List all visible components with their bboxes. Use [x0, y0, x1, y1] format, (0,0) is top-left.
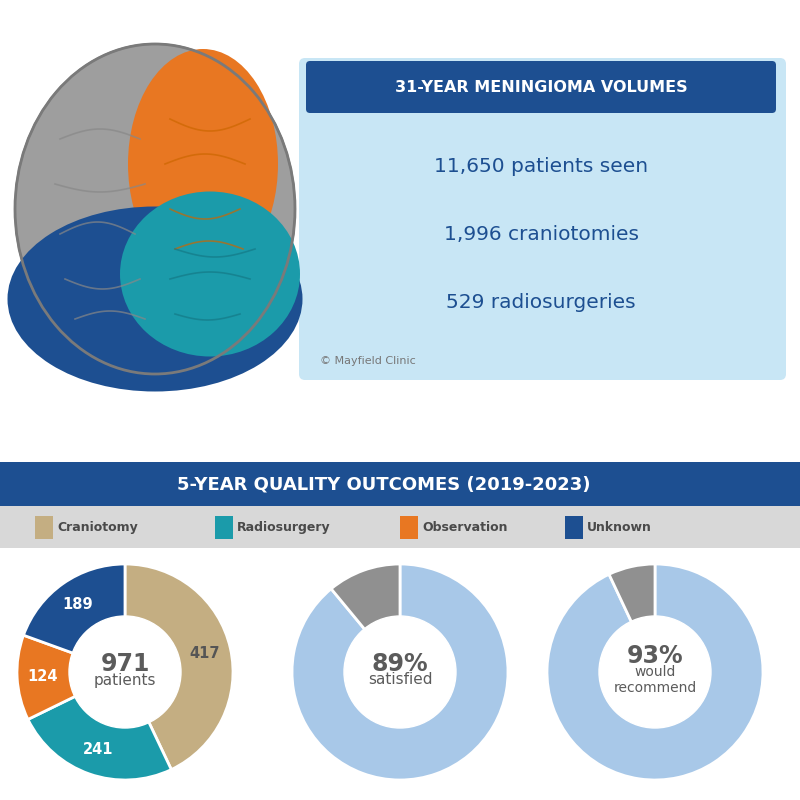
Bar — [215, 516, 233, 539]
Text: 1,996 craniotomies: 1,996 craniotomies — [443, 225, 638, 243]
Wedge shape — [547, 564, 763, 780]
Text: © Mayfield Clinic: © Mayfield Clinic — [320, 356, 416, 366]
Text: 11,650 patients seen: 11,650 patients seen — [434, 157, 648, 175]
Circle shape — [69, 616, 181, 728]
Text: 124: 124 — [28, 669, 58, 684]
Text: Unknown: Unknown — [587, 521, 652, 534]
Text: Craniotomy: Craniotomy — [57, 521, 138, 534]
Ellipse shape — [7, 206, 302, 391]
Wedge shape — [28, 672, 171, 780]
Wedge shape — [609, 564, 655, 672]
FancyBboxPatch shape — [299, 58, 786, 380]
Text: would: would — [634, 665, 676, 679]
Wedge shape — [292, 564, 508, 780]
Wedge shape — [23, 564, 125, 672]
Text: 529 radiosurgeries: 529 radiosurgeries — [446, 293, 636, 311]
Text: 241: 241 — [82, 742, 113, 757]
Text: 93%: 93% — [626, 644, 683, 668]
Text: 189: 189 — [62, 598, 93, 612]
FancyBboxPatch shape — [306, 61, 776, 113]
Ellipse shape — [15, 44, 295, 374]
Ellipse shape — [128, 49, 278, 279]
Text: 5-YEAR QUALITY OUTCOMES (2019-2023): 5-YEAR QUALITY OUTCOMES (2019-2023) — [178, 476, 590, 494]
Circle shape — [599, 616, 711, 728]
Bar — [565, 516, 582, 539]
Circle shape — [344, 616, 456, 728]
Bar — [35, 516, 53, 539]
Text: satisfied: satisfied — [368, 673, 432, 687]
Text: 89%: 89% — [372, 652, 428, 676]
Text: Observation: Observation — [422, 521, 507, 534]
Wedge shape — [17, 635, 125, 719]
Wedge shape — [125, 564, 233, 770]
Ellipse shape — [29, 59, 197, 349]
Text: patients: patients — [94, 673, 156, 687]
Text: recommend: recommend — [614, 681, 697, 695]
Text: 971: 971 — [100, 652, 150, 676]
Bar — [400, 516, 418, 539]
Text: Radiosurgery: Radiosurgery — [237, 521, 330, 534]
Text: 417: 417 — [190, 646, 220, 662]
Text: 31-YEAR MENINGIOMA VOLUMES: 31-YEAR MENINGIOMA VOLUMES — [394, 79, 687, 94]
Ellipse shape — [120, 191, 300, 357]
Wedge shape — [331, 564, 400, 672]
